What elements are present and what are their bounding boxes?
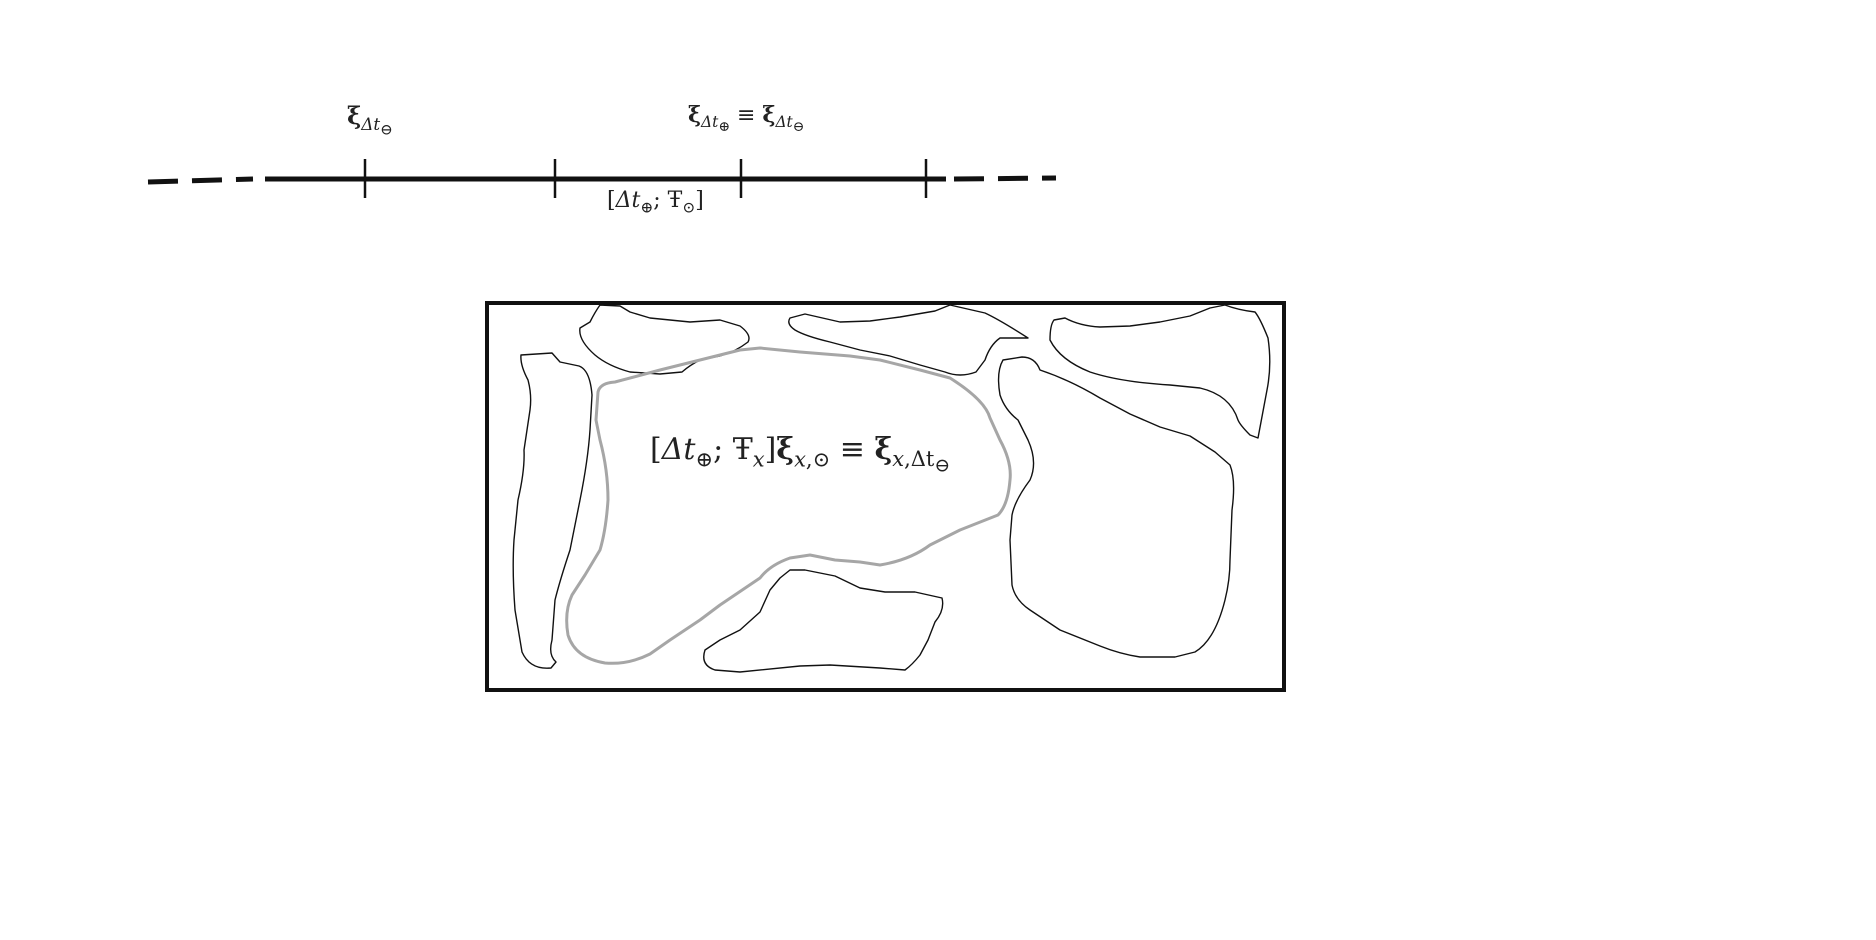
eq-close-bracket: ]: [764, 432, 777, 467]
eq-xi-left-sub-x: x: [794, 447, 806, 472]
eq-tau-sub-x: x: [752, 447, 765, 472]
eq-tau: Ŧ: [732, 432, 753, 467]
timeline-dashed-left: [147, 176, 254, 185]
highlight-region: [565, 346, 1012, 665]
eq-separator: ;: [713, 432, 733, 467]
eq-delta-t: Δt: [661, 432, 696, 467]
label-interval: [Δt⊕; Ŧ⊙]: [607, 190, 704, 216]
region-blobs: [512, 304, 1271, 673]
label-xi-equivalence: ξΔt⊕ ≡ ξΔt⊖: [688, 104, 804, 135]
label-region-equation: [Δt⊕; Ŧx]ξx,⊙ ≡ ξx,Δt⊖: [650, 435, 950, 476]
xi-lhs-subscript: Δt: [701, 113, 719, 132]
interval-delta-t: Δt: [615, 188, 641, 213]
minus-circle-subscript: ⊖: [380, 120, 393, 139]
region-frame: [485, 301, 1286, 692]
blob-top-right: [1049, 304, 1271, 439]
interval-tau: Ŧ: [667, 188, 683, 213]
timeline-dashed-right: [953, 175, 1057, 182]
interval-open-bracket: [: [607, 188, 616, 213]
eq-xi-right: ξ: [874, 432, 893, 467]
eq-xi-left-sub-rest: ,⊙: [805, 447, 831, 472]
delta-t-subscript: Δt: [361, 113, 381, 134]
blob-bottom-center: [703, 569, 944, 673]
eq-plus-circle: ⊕: [695, 447, 714, 472]
eq-xi-left: ξ: [776, 432, 795, 467]
xi-lhs-symbol: ξ: [688, 102, 702, 128]
eq-xi-right-sub-sub: ⊖: [934, 455, 951, 477]
interval-close-bracket: ]: [695, 188, 704, 213]
blob-left-strip: [512, 352, 593, 669]
eq-open-bracket: [: [650, 432, 662, 467]
xi-symbol: ξ: [347, 101, 362, 130]
blob-right-large: [997, 356, 1235, 658]
xi-lhs-sub-sub: ⊕: [718, 119, 730, 136]
equivalence-operator: ≡: [736, 103, 756, 128]
xi-rhs-sub-sub: ⊖: [792, 119, 805, 136]
label-xi-delta-t-minus: ξΔt⊖: [347, 104, 393, 138]
blob-top-center: [788, 304, 1029, 376]
blob-top-left: [579, 304, 750, 375]
xi-rhs-subscript: Δt: [775, 113, 793, 132]
eq-xi-right-sub-mid: ,Δt: [904, 447, 935, 472]
interval-plus-circle: ⊕: [640, 198, 654, 217]
timeline: [147, 159, 1057, 198]
xi-rhs-symbol: ξ: [762, 102, 776, 128]
eq-equivalence-operator: ≡: [839, 432, 865, 467]
interval-odot: ⊙: [682, 198, 696, 217]
interval-separator: ;: [653, 188, 668, 213]
eq-xi-right-sub-x: x: [892, 447, 905, 472]
